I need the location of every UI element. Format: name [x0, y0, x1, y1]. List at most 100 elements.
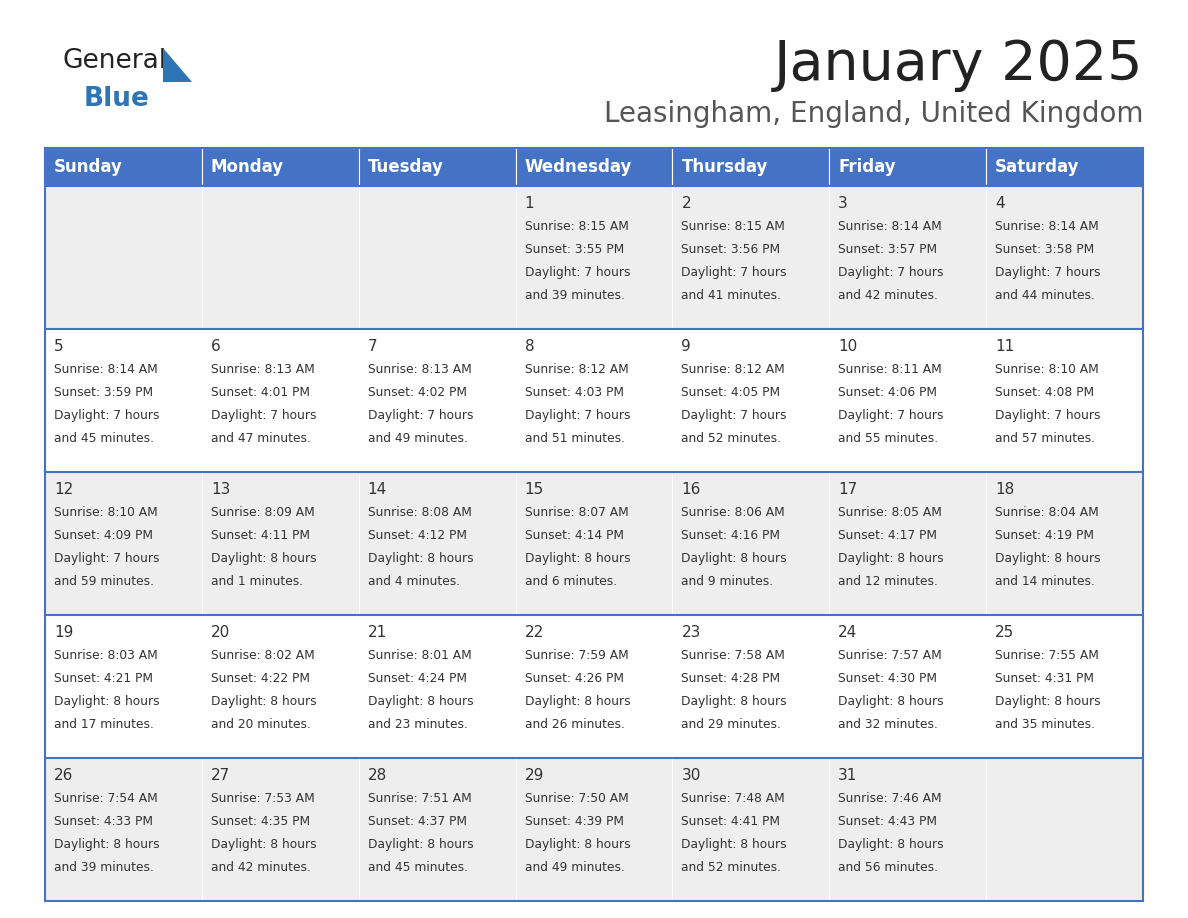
- Text: and 45 minutes.: and 45 minutes.: [53, 432, 154, 445]
- Text: Daylight: 8 hours: Daylight: 8 hours: [839, 552, 944, 565]
- Text: Daylight: 7 hours: Daylight: 7 hours: [839, 266, 943, 279]
- Text: Sunset: 4:14 PM: Sunset: 4:14 PM: [525, 529, 624, 542]
- Text: Sunset: 4:12 PM: Sunset: 4:12 PM: [368, 529, 467, 542]
- Text: 19: 19: [53, 625, 74, 640]
- Text: Sunset: 4:24 PM: Sunset: 4:24 PM: [368, 672, 467, 685]
- Text: Daylight: 8 hours: Daylight: 8 hours: [210, 838, 316, 851]
- Text: Sunrise: 8:12 AM: Sunrise: 8:12 AM: [525, 363, 628, 376]
- Text: Daylight: 8 hours: Daylight: 8 hours: [525, 838, 630, 851]
- Text: Sunrise: 8:10 AM: Sunrise: 8:10 AM: [53, 506, 158, 519]
- Text: Daylight: 7 hours: Daylight: 7 hours: [996, 266, 1100, 279]
- Text: Sunset: 3:59 PM: Sunset: 3:59 PM: [53, 386, 153, 399]
- Text: 25: 25: [996, 625, 1015, 640]
- Text: Sunrise: 7:57 AM: Sunrise: 7:57 AM: [839, 649, 942, 662]
- Text: 30: 30: [682, 768, 701, 783]
- Text: 26: 26: [53, 768, 74, 783]
- Text: Daylight: 8 hours: Daylight: 8 hours: [682, 838, 788, 851]
- Text: January 2025: January 2025: [773, 38, 1143, 92]
- Text: Sunrise: 8:04 AM: Sunrise: 8:04 AM: [996, 506, 1099, 519]
- Bar: [359, 472, 516, 615]
- Text: 10: 10: [839, 339, 858, 354]
- Text: Sunset: 4:08 PM: Sunset: 4:08 PM: [996, 386, 1094, 399]
- Text: Daylight: 7 hours: Daylight: 7 hours: [682, 409, 786, 422]
- Text: Sunrise: 8:13 AM: Sunrise: 8:13 AM: [368, 363, 472, 376]
- Text: Monday: Monday: [210, 158, 284, 176]
- Text: 20: 20: [210, 625, 230, 640]
- Text: Sunrise: 8:14 AM: Sunrise: 8:14 AM: [839, 220, 942, 233]
- Bar: [359, 329, 516, 472]
- Text: Wednesday: Wednesday: [525, 158, 632, 176]
- Text: Sunset: 4:35 PM: Sunset: 4:35 PM: [210, 815, 310, 828]
- Bar: [45, 186, 202, 329]
- Text: 6: 6: [210, 339, 221, 354]
- Bar: [672, 148, 829, 186]
- Bar: [986, 329, 1143, 472]
- Text: Sunrise: 8:11 AM: Sunrise: 8:11 AM: [839, 363, 942, 376]
- Bar: [829, 329, 986, 472]
- Bar: [986, 472, 1143, 615]
- Text: Daylight: 8 hours: Daylight: 8 hours: [839, 695, 944, 708]
- Text: Sunday: Sunday: [53, 158, 122, 176]
- Text: Sunrise: 7:53 AM: Sunrise: 7:53 AM: [210, 792, 315, 805]
- Text: Daylight: 7 hours: Daylight: 7 hours: [210, 409, 316, 422]
- Text: Sunset: 4:01 PM: Sunset: 4:01 PM: [210, 386, 310, 399]
- Text: and 12 minutes.: and 12 minutes.: [839, 575, 939, 588]
- Bar: [986, 758, 1143, 901]
- Text: Daylight: 7 hours: Daylight: 7 hours: [839, 409, 943, 422]
- Text: Sunset: 3:56 PM: Sunset: 3:56 PM: [682, 243, 781, 256]
- Text: Sunset: 4:21 PM: Sunset: 4:21 PM: [53, 672, 153, 685]
- Text: Sunset: 4:43 PM: Sunset: 4:43 PM: [839, 815, 937, 828]
- Text: and 39 minutes.: and 39 minutes.: [53, 861, 154, 874]
- Text: Sunset: 3:57 PM: Sunset: 3:57 PM: [839, 243, 937, 256]
- Text: and 9 minutes.: and 9 minutes.: [682, 575, 773, 588]
- Text: 14: 14: [368, 482, 387, 497]
- Text: and 1 minutes.: and 1 minutes.: [210, 575, 303, 588]
- Text: Sunset: 3:58 PM: Sunset: 3:58 PM: [996, 243, 1094, 256]
- Text: Sunrise: 7:54 AM: Sunrise: 7:54 AM: [53, 792, 158, 805]
- Text: 2: 2: [682, 196, 691, 211]
- Text: and 23 minutes.: and 23 minutes.: [368, 718, 468, 731]
- Text: 24: 24: [839, 625, 858, 640]
- Text: Sunset: 4:03 PM: Sunset: 4:03 PM: [525, 386, 624, 399]
- Bar: [202, 615, 359, 758]
- Text: 11: 11: [996, 339, 1015, 354]
- Bar: [516, 186, 672, 329]
- Text: Blue: Blue: [84, 86, 150, 112]
- Text: Sunset: 4:30 PM: Sunset: 4:30 PM: [839, 672, 937, 685]
- Text: 28: 28: [368, 768, 387, 783]
- Bar: [45, 758, 202, 901]
- Text: 5: 5: [53, 339, 64, 354]
- Text: and 6 minutes.: and 6 minutes.: [525, 575, 617, 588]
- Text: and 42 minutes.: and 42 minutes.: [839, 289, 939, 302]
- Text: and 44 minutes.: and 44 minutes.: [996, 289, 1095, 302]
- Text: Daylight: 8 hours: Daylight: 8 hours: [996, 695, 1101, 708]
- Text: Sunset: 4:41 PM: Sunset: 4:41 PM: [682, 815, 781, 828]
- Text: and 49 minutes.: and 49 minutes.: [368, 432, 468, 445]
- Bar: [45, 329, 202, 472]
- Text: Sunrise: 8:15 AM: Sunrise: 8:15 AM: [525, 220, 628, 233]
- Text: Sunrise: 8:12 AM: Sunrise: 8:12 AM: [682, 363, 785, 376]
- Polygon shape: [163, 48, 192, 82]
- Bar: [986, 615, 1143, 758]
- Bar: [516, 148, 672, 186]
- Text: Sunset: 4:19 PM: Sunset: 4:19 PM: [996, 529, 1094, 542]
- Text: Daylight: 8 hours: Daylight: 8 hours: [996, 552, 1101, 565]
- Text: and 47 minutes.: and 47 minutes.: [210, 432, 311, 445]
- Text: Sunset: 4:39 PM: Sunset: 4:39 PM: [525, 815, 624, 828]
- Text: Sunset: 4:33 PM: Sunset: 4:33 PM: [53, 815, 153, 828]
- Bar: [202, 148, 359, 186]
- Text: 27: 27: [210, 768, 230, 783]
- Text: Leasingham, England, United Kingdom: Leasingham, England, United Kingdom: [604, 100, 1143, 128]
- Text: and 41 minutes.: and 41 minutes.: [682, 289, 782, 302]
- Text: Daylight: 8 hours: Daylight: 8 hours: [368, 695, 473, 708]
- Text: 7: 7: [368, 339, 378, 354]
- Text: and 52 minutes.: and 52 minutes.: [682, 861, 782, 874]
- Text: Daylight: 8 hours: Daylight: 8 hours: [682, 695, 788, 708]
- Bar: [672, 329, 829, 472]
- Text: Daylight: 8 hours: Daylight: 8 hours: [53, 695, 159, 708]
- Text: Sunrise: 8:03 AM: Sunrise: 8:03 AM: [53, 649, 158, 662]
- Text: Daylight: 8 hours: Daylight: 8 hours: [839, 838, 944, 851]
- Text: Daylight: 8 hours: Daylight: 8 hours: [368, 838, 473, 851]
- Bar: [672, 186, 829, 329]
- Text: 31: 31: [839, 768, 858, 783]
